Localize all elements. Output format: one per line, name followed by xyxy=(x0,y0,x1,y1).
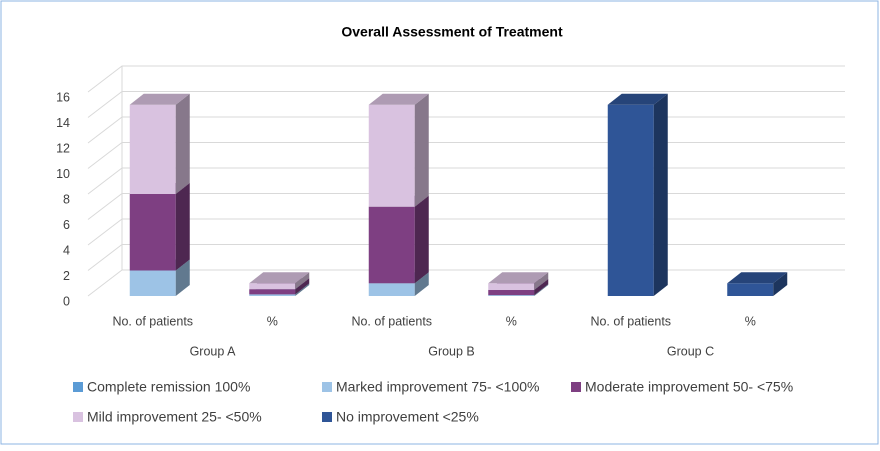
bar-side xyxy=(534,284,549,296)
bar xyxy=(488,295,535,296)
group-label: Group A xyxy=(190,344,237,358)
chart-title: Overall Assessment of Treatment xyxy=(341,24,563,40)
y-tick-label: 2 xyxy=(63,269,70,283)
legend-swatch xyxy=(73,382,83,392)
bar xyxy=(727,283,774,296)
bar-side xyxy=(295,272,310,290)
bar-side xyxy=(534,272,549,291)
bar-side xyxy=(295,283,310,296)
bar-top xyxy=(607,93,668,105)
bar xyxy=(607,104,654,296)
bar-side xyxy=(653,93,668,296)
y-tick-label: 14 xyxy=(56,116,70,130)
y-tick-label: 12 xyxy=(56,141,70,155)
bar xyxy=(488,290,535,296)
group-label: Group C xyxy=(667,344,714,358)
bar xyxy=(129,104,176,194)
legend-label: Moderate improvement 50- <75% xyxy=(585,379,793,395)
bar-side xyxy=(414,195,429,284)
bar xyxy=(368,206,415,284)
bar-side xyxy=(175,93,190,194)
legend-label: Marked improvement 75- <100% xyxy=(336,379,540,395)
y-tick-label: 10 xyxy=(56,167,70,181)
y-tick-label: 0 xyxy=(63,294,70,308)
x-tick-label: % xyxy=(745,314,756,328)
bar-side xyxy=(175,183,190,271)
legend-swatch xyxy=(322,382,332,392)
x-tick-label: % xyxy=(267,314,278,328)
legend-swatch xyxy=(571,382,581,392)
bar xyxy=(129,270,176,296)
legend-swatch xyxy=(73,412,83,422)
bar-side xyxy=(414,93,429,207)
bar-side xyxy=(773,272,788,296)
x-tick-label: No. of patients xyxy=(590,314,671,328)
bar-top xyxy=(368,93,429,105)
bar-top xyxy=(129,93,190,105)
legend-label: No improvement <25% xyxy=(336,409,479,425)
bar xyxy=(488,283,535,291)
bar-top xyxy=(727,272,788,284)
y-tick-label: 8 xyxy=(63,192,70,206)
bar xyxy=(249,294,296,296)
bar xyxy=(368,283,415,296)
bar-side xyxy=(175,259,190,296)
y-tick-label: 6 xyxy=(63,218,70,232)
bar xyxy=(249,289,296,295)
bar-side xyxy=(534,279,549,296)
legend-label: Complete remission 100% xyxy=(87,379,250,395)
legend-swatch xyxy=(322,412,332,422)
group-label: Group B xyxy=(428,344,475,358)
x-tick-label: No. of patients xyxy=(112,314,193,328)
bar-top xyxy=(249,272,310,284)
x-tick-label: % xyxy=(506,314,517,328)
bar-side xyxy=(295,278,310,295)
bar xyxy=(249,283,296,290)
bar xyxy=(368,104,415,207)
bar-top xyxy=(488,272,549,284)
legend-label: Mild improvement 25- <50% xyxy=(87,409,262,425)
x-tick-label: No. of patients xyxy=(351,314,432,328)
y-tick-label: 16 xyxy=(56,90,70,104)
y-tick-label: 4 xyxy=(63,243,70,257)
bar-side xyxy=(414,272,429,296)
bar xyxy=(129,194,176,271)
